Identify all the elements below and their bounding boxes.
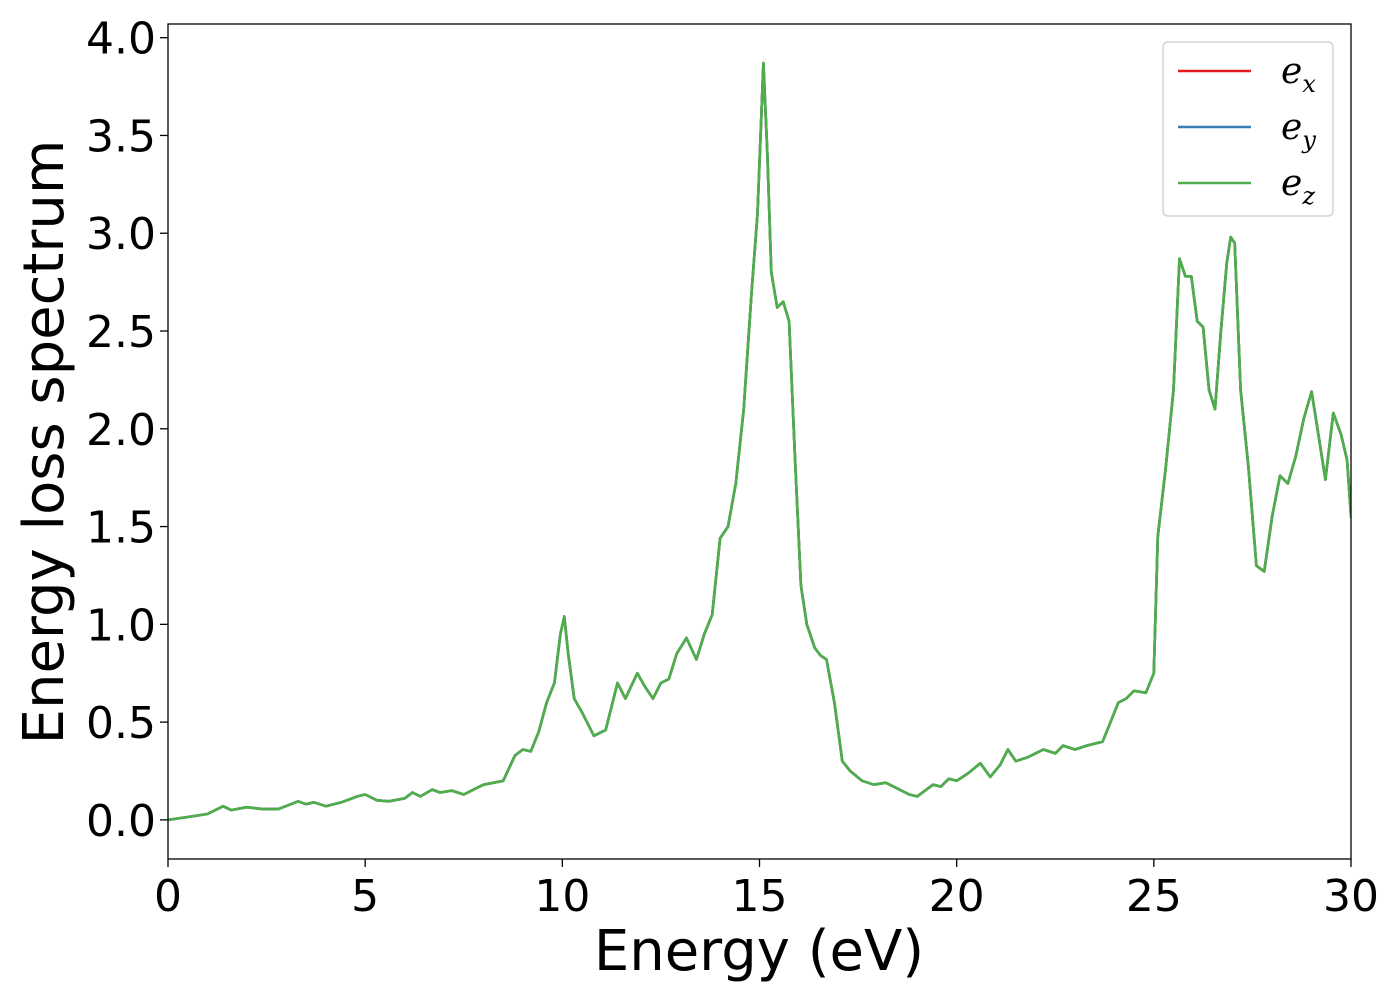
legend-label-base: e bbox=[1281, 51, 1302, 92]
y-tick-label: 3.0 bbox=[86, 209, 156, 260]
legend-label-e-y: ey bbox=[1281, 107, 1316, 154]
y-tick-label: 0.0 bbox=[86, 796, 156, 847]
x-tick-label: 25 bbox=[1126, 871, 1182, 922]
y-tick-label: 0.5 bbox=[86, 698, 156, 749]
y-tick-label: 3.5 bbox=[86, 111, 156, 162]
legend-label-e-x: ex bbox=[1281, 51, 1316, 98]
legend-label-base: e bbox=[1281, 107, 1302, 148]
series-layer bbox=[168, 61, 1351, 822]
y-axis: 0.0 0.5 1.0 1.5 2.0 2.5 3.0 3.5 4.0 bbox=[86, 14, 168, 847]
legend-label-subscript: x bbox=[1302, 70, 1316, 98]
legend-label-subscript: z bbox=[1301, 182, 1315, 210]
legend-box bbox=[1162, 41, 1334, 217]
x-tick-label: 10 bbox=[534, 871, 590, 922]
x-axis-title: Energy (eV) bbox=[594, 919, 924, 984]
y-tick-label: 2.5 bbox=[86, 307, 156, 358]
y-tick-label: 1.0 bbox=[86, 600, 156, 651]
legend-label-e-z: ez bbox=[1281, 163, 1315, 210]
legend-label-subscript: y bbox=[1301, 126, 1316, 154]
y-axis-title: Energy loss spectrum bbox=[12, 140, 77, 745]
x-tick-label: 20 bbox=[929, 871, 985, 922]
x-tick-label: 5 bbox=[351, 871, 379, 922]
x-axis: 0 5 10 15 20 25 30 bbox=[154, 859, 1379, 922]
x-tick-label: 15 bbox=[732, 871, 788, 922]
x-tick-label: 30 bbox=[1323, 871, 1379, 922]
y-tick-label: 2.0 bbox=[86, 405, 156, 456]
legend-label-base: e bbox=[1281, 163, 1302, 204]
series-line-e-z bbox=[168, 61, 1351, 822]
y-tick-label: 1.5 bbox=[86, 503, 156, 554]
x-tick-label: 0 bbox=[154, 871, 182, 922]
y-tick-label: 4.0 bbox=[86, 14, 156, 65]
